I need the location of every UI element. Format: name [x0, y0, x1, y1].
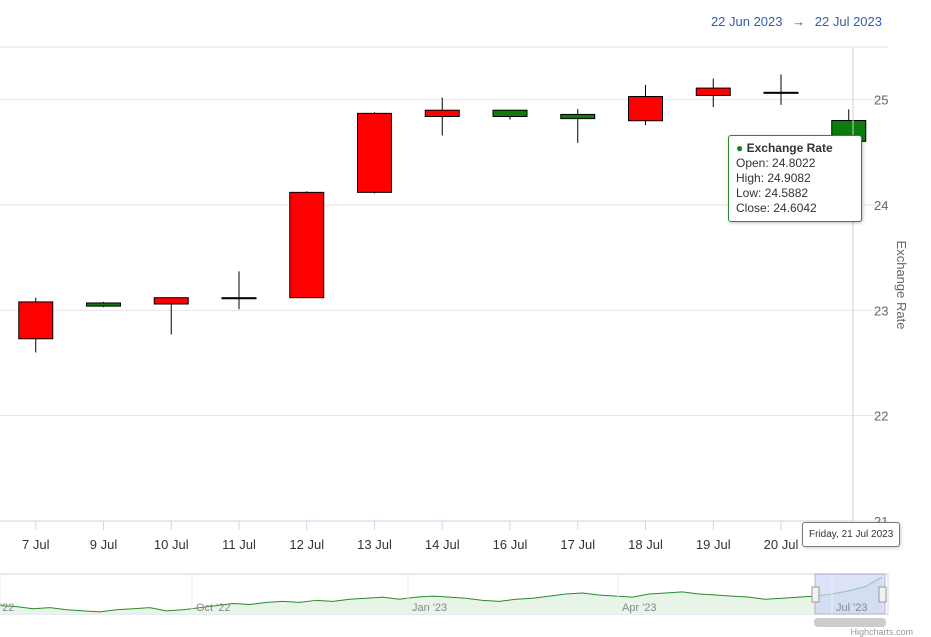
candle-body-up	[560, 113, 596, 120]
navigator-series	[0, 576, 883, 613]
y-axis-title: Exchange Rate	[894, 241, 909, 330]
tooltip-high: High: 24.9082	[736, 171, 811, 185]
candle-body-down	[289, 191, 325, 299]
navigator-area	[0, 577, 882, 614]
candle-body-down	[424, 109, 460, 118]
navigator-handle[interactable]	[878, 586, 887, 603]
x-axis: 7 Jul 9 Jul 10 Jul 11 Jul 12 Jul 13 Jul 14 Jul…	[0, 520, 853, 552]
candle[interactable]	[153, 297, 189, 335]
candle[interactable]	[289, 191, 325, 299]
y-axis: 2122232425	[874, 93, 888, 529]
candle[interactable]	[221, 271, 257, 310]
x-tick-label: 19 Jul	[696, 537, 731, 552]
candle[interactable]	[628, 84, 663, 125]
x-tick-label: 20 Jul	[764, 537, 799, 552]
x-tick-label: 14 Jul	[425, 537, 460, 552]
range-from[interactable]: 22 Jun 2023	[710, 14, 783, 29]
candle[interactable]	[695, 78, 731, 108]
candle-body-down	[628, 96, 663, 122]
navigator-label: Jul '23	[836, 602, 867, 614]
x-tick-label: 9 Jul	[90, 537, 118, 552]
range-selector: 22 Jun 2023 → 22 Jul 2023	[708, 14, 885, 29]
tooltip-low: Low: 24.5882	[736, 186, 809, 200]
y-tick-label: 24	[874, 198, 888, 213]
candles	[18, 74, 867, 353]
data-tooltip: ● Exchange Rate Open: 24.8022 High: 24.9…	[728, 135, 862, 222]
candle-body-down	[357, 112, 392, 193]
range-to[interactable]: 22 Jul 2023	[814, 14, 882, 29]
x-tick-label: 12 Jul	[289, 537, 324, 552]
x-tick-label: 11 Jul	[222, 537, 256, 552]
x-tick-label: 18 Jul	[628, 537, 663, 552]
range-arrow: →	[792, 14, 806, 29]
candle-body-down	[695, 87, 731, 96]
navigator-selected-range	[814, 573, 886, 615]
candle[interactable]	[560, 109, 596, 143]
x-axis-tooltip: Friday, 21 Jul 2023	[802, 522, 901, 547]
x-tick-label: 7 Jul	[22, 537, 50, 552]
x-tick-label: 13 Jul	[357, 537, 392, 552]
candle[interactable]	[492, 109, 528, 120]
tooltip-open: Open: 24.8022	[736, 156, 816, 170]
tooltip-bullet: ●	[736, 141, 744, 155]
credits-link[interactable]: Highcharts.com	[850, 627, 913, 637]
candle-body-down	[153, 297, 189, 305]
navigator-label: Oct '22	[196, 602, 231, 614]
grid-lines	[0, 46, 888, 522]
candle[interactable]	[86, 301, 121, 308]
candle-body-up	[86, 302, 121, 307]
navigator-label: Jan '23	[412, 602, 447, 614]
navigator-label: Apr '23	[622, 602, 657, 614]
scrollbar-thumb[interactable]	[814, 618, 886, 627]
y-tick-label: 25	[874, 93, 888, 108]
candle-body-up	[492, 109, 528, 118]
y-tick-label: 22	[874, 409, 888, 424]
candle-body-up	[221, 297, 257, 300]
y-tick-label: 23	[874, 303, 888, 318]
candle-body-down	[18, 301, 54, 340]
navigator-label: '22	[0, 602, 14, 614]
candle[interactable]	[357, 112, 392, 194]
candle[interactable]	[763, 74, 799, 105]
x-tick-label: 17 Jul	[560, 537, 595, 552]
candle[interactable]	[424, 97, 460, 136]
candle-body-down	[763, 91, 799, 94]
tooltip-close: Close: 24.6042	[736, 201, 817, 215]
x-tick-label: 16 Jul	[493, 537, 528, 552]
tooltip-series-name: Exchange Rate	[746, 141, 833, 155]
candle[interactable]	[18, 297, 54, 353]
navigator-handle[interactable]	[811, 586, 820, 603]
x-tick-label: 10 Jul	[154, 537, 189, 552]
navigator[interactable]: '22 Oct '22 Jan '23 Apr '23 Jul '23	[0, 573, 889, 627]
